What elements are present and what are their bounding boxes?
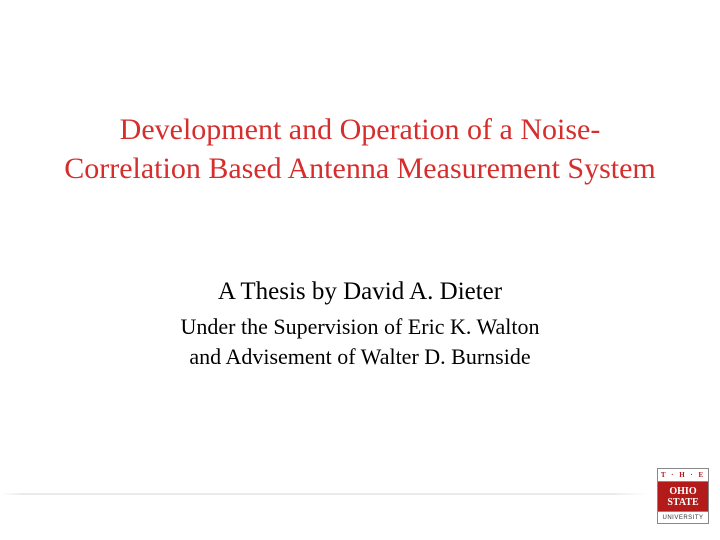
slide-title: Development and Operation of a Noise-Cor… xyxy=(60,110,660,188)
logo-top-text: T · H · E xyxy=(657,468,709,482)
logo-bottom-text: UNIVERSITY xyxy=(657,512,709,524)
author-line: A Thesis by David A. Dieter xyxy=(60,278,660,306)
ohio-state-logo: T · H · E OHIO STATE UNIVERSITY xyxy=(656,468,710,530)
footer-divider xyxy=(0,493,720,495)
advisement-line: and Advisement of Walter D. Burnside xyxy=(60,344,660,370)
logo-middle-text: OHIO STATE xyxy=(657,482,709,512)
slide-container: Development and Operation of a Noise-Cor… xyxy=(0,0,720,540)
supervision-line: Under the Supervision of Eric K. Walton xyxy=(60,314,660,340)
